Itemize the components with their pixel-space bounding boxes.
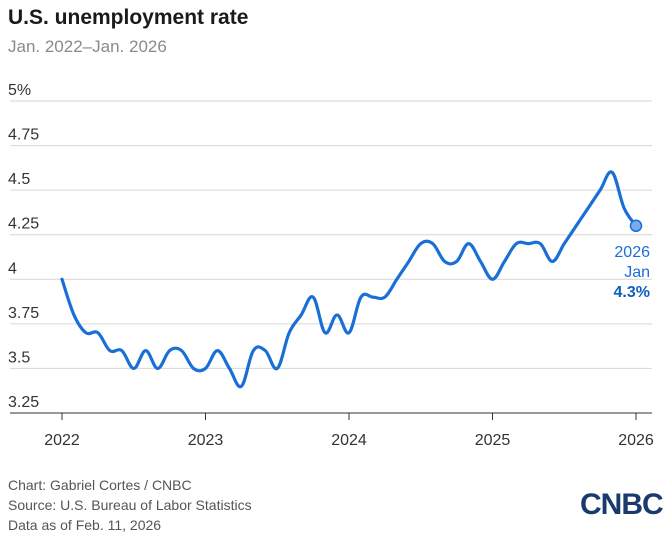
- annotation-month: Jan: [624, 264, 650, 281]
- y-tick-label: 4.5: [8, 171, 30, 188]
- chart-footer: Chart: Gabriel Cortes / CNBC Source: U.S…: [8, 475, 252, 535]
- x-tick-label: 2026: [618, 432, 654, 449]
- chart-source: Source: U.S. Bureau of Labor Statistics: [8, 497, 252, 513]
- y-tick-label: 4.75: [8, 127, 39, 144]
- y-tick-label: 5%: [8, 82, 31, 99]
- data-date: Data as of Feb. 11, 2026: [8, 517, 162, 533]
- y-tick-label: 3.25: [8, 394, 39, 411]
- chart-credit: Chart: Gabriel Cortes / CNBC: [8, 477, 192, 493]
- series-line: [60, 170, 638, 389]
- y-tick-label: 4: [8, 260, 17, 277]
- x-axis: 2022 2023 2024 2025 2026: [10, 412, 654, 449]
- last-point-marker: [629, 219, 643, 233]
- chart-subtitle: Jan. 2022–Jan. 2026: [8, 37, 167, 56]
- y-tick-label: 3.75: [8, 305, 39, 322]
- x-tick-label: 2023: [188, 432, 224, 449]
- annotation-year: 2026: [614, 244, 650, 261]
- cnbc-logo: CNBC: [580, 488, 664, 521]
- series-layer: [60, 170, 643, 389]
- annotation-value: 4.3%: [614, 284, 650, 301]
- x-tick-label: 2022: [44, 432, 80, 449]
- annotation: 2026 Jan 4.3%: [614, 244, 651, 301]
- y-axis-labels: 3.25 3.5 3.75 4 4.25 4.5 4.75 5%: [8, 82, 39, 411]
- y-tick-label: 4.25: [8, 216, 39, 233]
- x-tick-label: 2024: [331, 432, 367, 449]
- x-tick-label: 2025: [475, 432, 511, 449]
- grid-lines: [10, 100, 652, 369]
- y-tick-label: 3.5: [8, 349, 30, 366]
- chart-title: U.S. unemployment rate: [8, 6, 249, 29]
